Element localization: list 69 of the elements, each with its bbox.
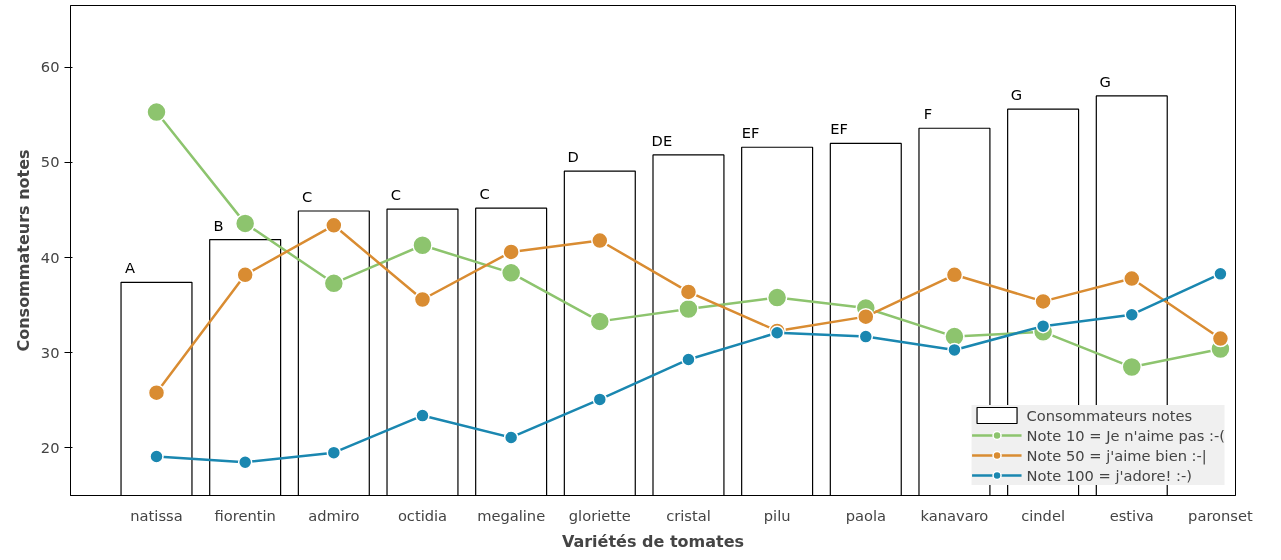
legend-label: Note 10 = Je n'aime pas :-( [1026, 426, 1225, 444]
point [412, 235, 433, 256]
x-tick-label: kanavaro [920, 506, 989, 524]
annotation: C [479, 185, 490, 203]
x-tick-label: natissa [130, 506, 183, 524]
point [149, 449, 164, 464]
point [1034, 292, 1052, 311]
y-tick-label: 40 [40, 248, 60, 266]
point [1035, 318, 1051, 334]
point [1124, 307, 1140, 322]
point [502, 243, 520, 261]
annotation: C [390, 186, 401, 204]
point [236, 266, 254, 284]
point [234, 213, 256, 234]
point [1211, 329, 1230, 348]
point [945, 266, 964, 284]
x-tick-label: fiorentin [214, 506, 276, 524]
x-tick-label: octidia [397, 506, 448, 524]
x-tick-label: cristal [666, 506, 711, 524]
point [326, 445, 342, 460]
point [766, 287, 788, 308]
point [678, 298, 699, 320]
annotation: G [1099, 72, 1111, 90]
y-tick-label: 60 [40, 58, 60, 76]
point [147, 384, 166, 402]
point [323, 273, 345, 294]
point [413, 290, 432, 309]
point [858, 329, 874, 344]
point [146, 101, 167, 123]
y-axis-title: Consommateurs notes [13, 149, 33, 352]
annotation: A [124, 259, 135, 277]
x-tick-label: gloriette [568, 506, 631, 524]
point [589, 311, 611, 332]
point [500, 262, 522, 284]
annotation: DE [651, 131, 673, 149]
annotation: EF [741, 124, 760, 142]
annotation: F [923, 105, 933, 123]
legend-label: Note 50 = j'aime bien :-| [1026, 446, 1207, 464]
annotation: EF [830, 120, 849, 138]
annotation: B [213, 216, 224, 234]
point [592, 392, 608, 407]
legend-label: Consommateurs notes [1026, 406, 1193, 424]
point [1121, 356, 1143, 378]
x-tick-label: paronset [1188, 506, 1253, 524]
point [679, 283, 698, 301]
x-tick-label: pilu [763, 506, 791, 524]
y-tick-label: 30 [40, 343, 60, 361]
point [681, 352, 696, 367]
legend-label: Note 100 = j'adore! :-) [1026, 466, 1193, 484]
x-axis-title: Variétés de tomates [561, 531, 745, 551]
point [503, 430, 519, 445]
point [237, 454, 253, 470]
x-tick-label: paola [845, 506, 886, 524]
y-tick-label: 20 [40, 438, 60, 456]
annotation: D [567, 148, 579, 166]
point [1123, 269, 1141, 288]
point [947, 342, 962, 358]
point [1213, 266, 1228, 282]
annotation: C [302, 188, 313, 206]
annotation: G [1010, 86, 1023, 104]
point [325, 216, 343, 235]
point [591, 231, 609, 250]
point [415, 408, 430, 423]
point [857, 307, 875, 326]
y-tick-label: 50 [40, 153, 60, 171]
x-tick-label: megaline [477, 506, 546, 524]
x-tick-label: cindel [1021, 506, 1066, 524]
x-tick-label: admiro [308, 506, 360, 524]
x-tick-label: estiva [1109, 506, 1154, 524]
